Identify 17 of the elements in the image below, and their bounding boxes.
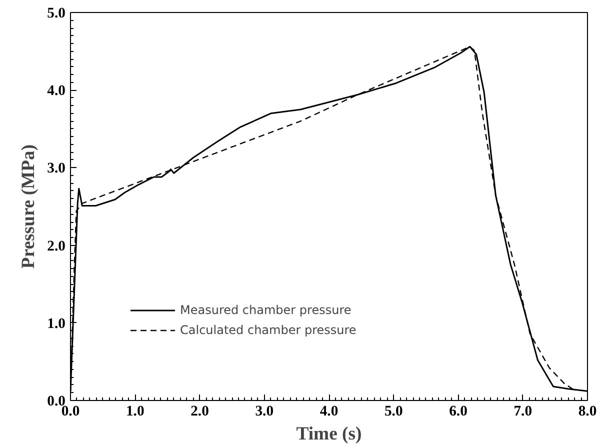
y-tick-label: 4.0 — [47, 83, 66, 100]
x-tick-label: 2.0 — [190, 404, 209, 420]
y-tick-label: 5.0 — [47, 6, 66, 22]
x-tick-label: 5.0 — [384, 404, 403, 420]
x-tick-label: 8.0 — [578, 404, 597, 420]
x-tick-label: 4.0 — [320, 404, 338, 420]
x-tick-label: 1.0 — [126, 404, 144, 420]
y-tick-label: 3.0 — [47, 160, 66, 177]
legend-label: Measured chamber pressure — [180, 303, 352, 317]
y-tick-label: 2.0 — [47, 238, 66, 254]
x-tick-label: 7.0 — [514, 404, 532, 420]
x-tick-label: 3.0 — [255, 404, 274, 420]
legend-label: Calculated chamber pressure — [180, 323, 356, 337]
x-axis-title: Time (s) — [296, 424, 362, 444]
x-tick-label: 6.0 — [449, 404, 468, 420]
y-tick-label: 1.0 — [47, 316, 66, 332]
y-axis-title: Pressure (MPa) — [18, 144, 40, 269]
